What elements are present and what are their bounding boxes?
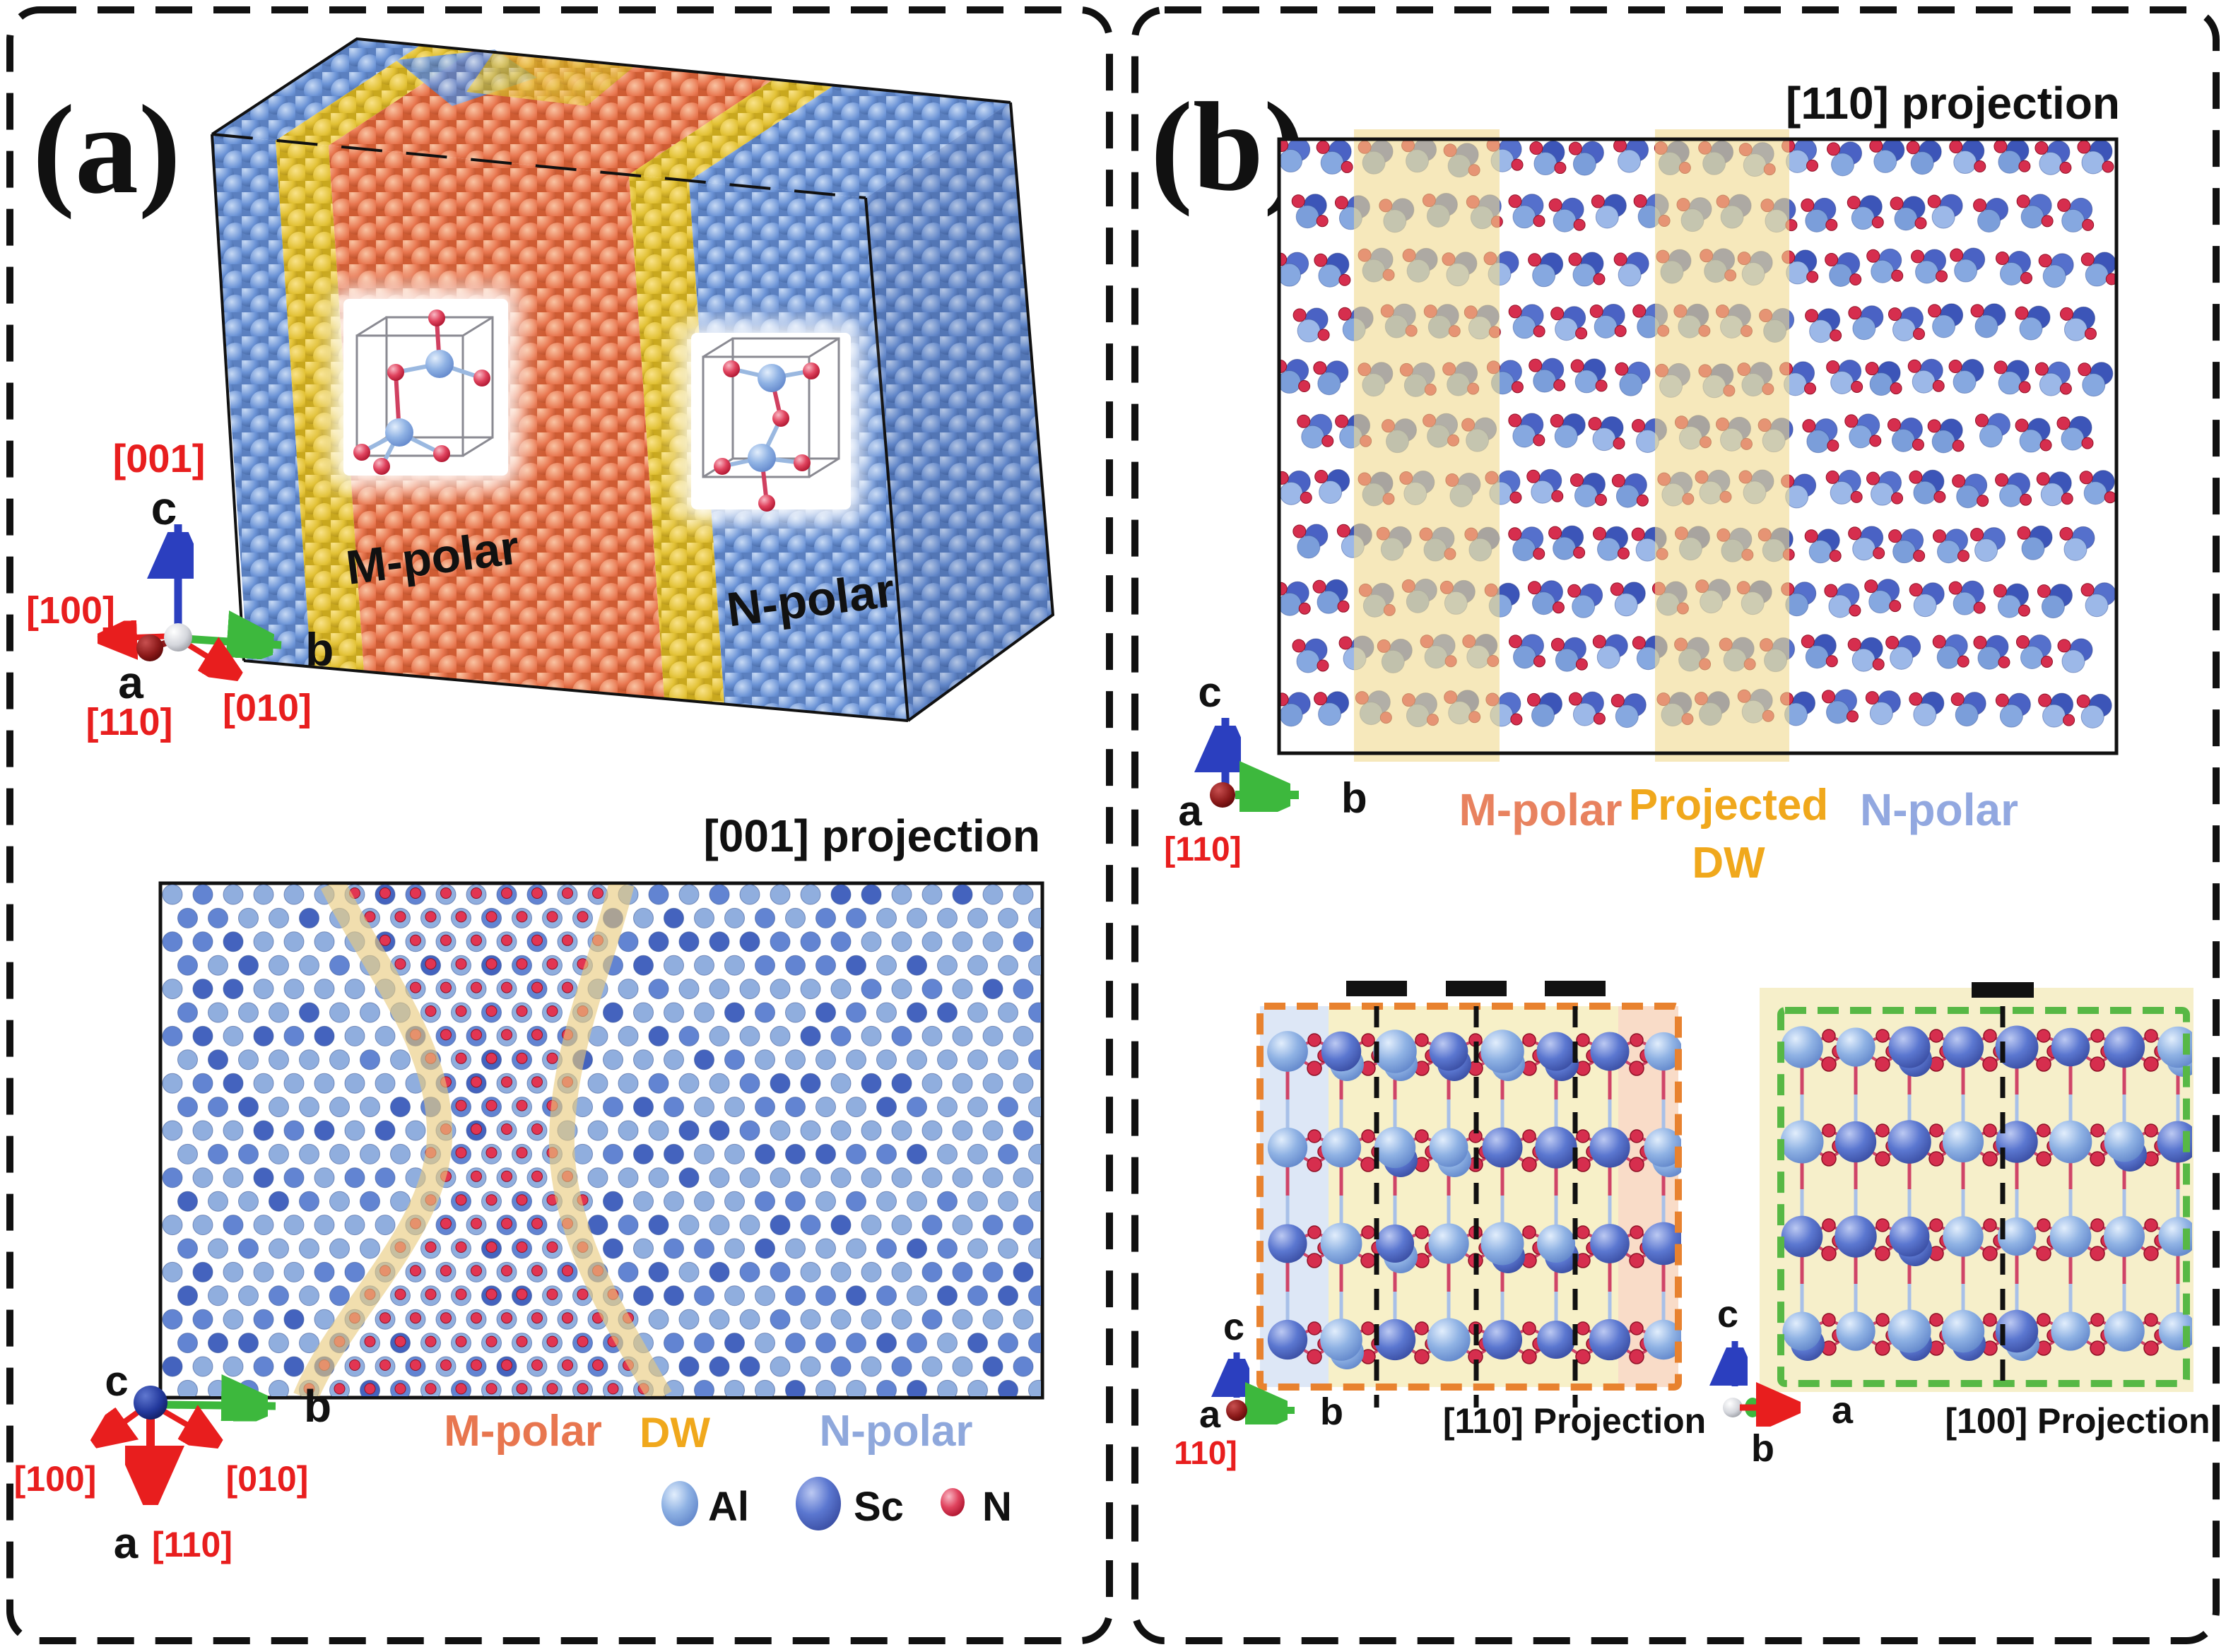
m-polar-molecule [353, 309, 490, 475]
legend-al-label: Al [708, 1484, 749, 1530]
y-dir-label: [010] [226, 1459, 309, 1499]
panel-a: (a) [6, 6, 1113, 1644]
x100-axis-arrow-icon [98, 636, 176, 639]
a-dir-label: [110] [86, 701, 172, 743]
a-label: a [118, 657, 143, 708]
projection-001 [158, 881, 1044, 1400]
projected-dw-band-left [1354, 129, 1500, 762]
projection-110 [1277, 129, 2119, 762]
n-sphere-icon [941, 1488, 965, 1516]
panel-b: (b) [110] projection c a b [110] M-polar… [1131, 6, 2220, 1644]
c-label: c [105, 1357, 128, 1405]
c-label: c [1198, 668, 1221, 716]
c-label: c [151, 482, 177, 534]
axes-gizmo-projection-a: c b [100] [010] a [110] [14, 1357, 331, 1568]
al-sphere-icon [661, 1481, 698, 1526]
lattice-right [1780, 1025, 2192, 1361]
dw-marker-bar [1446, 981, 1507, 996]
b-label: b [1320, 1391, 1343, 1433]
axes-gizmo-projection-b: c a b [110] [1164, 668, 1367, 868]
c-label: c [1223, 1306, 1244, 1348]
axes-gizmo-3d: [001] c [100] a [110] [010] b [26, 436, 334, 743]
orange-dashed-box [1256, 1003, 1682, 1391]
substructure-100-title: [100] Projection [1945, 1401, 2210, 1441]
origin-sphere-icon [164, 623, 192, 651]
y-dir-label: [010] [223, 687, 312, 729]
green-dashed-box [1777, 1007, 2190, 1387]
a-dir-label: [110] [1164, 831, 1241, 868]
a-dir-label: [110] [152, 1525, 232, 1564]
substructure-110: [110] Projection c a b 110] [1174, 981, 1706, 1471]
projection-a-atom-field [162, 885, 1041, 1396]
panel-a-border [6, 6, 1113, 1644]
y010-axis-arrow-icon [179, 640, 240, 677]
region-projected-label: Projected [1629, 781, 1829, 830]
dw-band-left [293, 885, 453, 1396]
legend-n-label: N [982, 1484, 1012, 1530]
x-dir-label: [100] [14, 1459, 97, 1499]
x100-axis-arrow-icon [93, 1407, 143, 1444]
a-label: a [1178, 787, 1202, 834]
region-n-polar-label: N-polar [1860, 784, 2018, 835]
lattice-left [1267, 1029, 1681, 1369]
a-axis-sphere-icon [136, 635, 163, 661]
dw-marker-bar [1545, 981, 1606, 996]
a-label: a [1832, 1389, 1854, 1432]
axes-gizmo-sub-right: c a b [1717, 1293, 1854, 1470]
region-n-polar-label: N-polar [820, 1407, 973, 1456]
substructure-110-title: [110] Projection [1443, 1401, 1706, 1441]
b-label: b [304, 1381, 331, 1432]
dw-marker-bar [1972, 982, 2034, 998]
y010-axis-arrow-icon [159, 1410, 220, 1444]
region-m-polar-label: M-polar [1459, 784, 1622, 835]
b-axis-arrow-icon [162, 1405, 276, 1406]
b-label: b [1751, 1427, 1774, 1470]
top-face-yellow-patch [466, 51, 636, 106]
legend: Al Sc N [661, 1477, 1012, 1530]
m-polar-unit-cell-inset [332, 286, 519, 488]
unit-cell-wireframe [702, 337, 840, 478]
atomistic-block-3d: M-polar N-polar [211, 37, 1055, 722]
block-wireframe [211, 37, 1055, 722]
region-m-polar-label: M-polar [444, 1407, 602, 1456]
origin-sphere-icon [1723, 1398, 1743, 1417]
c-axis-dot-icon [134, 1386, 167, 1420]
dw-band-right [548, 885, 672, 1396]
projection-a-title: [001] projection [703, 810, 1040, 861]
projected-dw-band-right [1655, 129, 1789, 762]
region-dw-label: DW [640, 1409, 710, 1456]
a-dir-label: 110] [1174, 1434, 1237, 1471]
substructure-100: [100] Projection c a b [1717, 982, 2210, 1470]
b-label: b [305, 623, 334, 675]
domain-wall-bands [293, 885, 672, 1396]
n-polar-molecule [714, 360, 820, 512]
c-label: c [1717, 1293, 1738, 1335]
n-polar-unit-cell-inset [680, 321, 862, 521]
sc-sphere-icon [796, 1477, 841, 1530]
a-label: a [1199, 1393, 1221, 1436]
region-dw-label: DW [1692, 839, 1765, 887]
x-dir-label: [100] [26, 589, 115, 632]
projection-b-title: [110] projection [1786, 78, 2120, 129]
a-axis-sphere-icon [1226, 1400, 1247, 1421]
c-dir-label: [001] [113, 436, 206, 480]
panel-a-label: (a) [33, 79, 181, 220]
a-axis-sphere-icon [1210, 782, 1235, 808]
b-label: b [1341, 774, 1367, 822]
panel-b-border [1131, 6, 2220, 1644]
axes-gizmo-sub-left: c a b 110] [1174, 1306, 1343, 1471]
dw-marker-bar [1346, 981, 1407, 996]
legend-sc-label: Sc [854, 1484, 904, 1530]
a-label: a [114, 1519, 139, 1568]
